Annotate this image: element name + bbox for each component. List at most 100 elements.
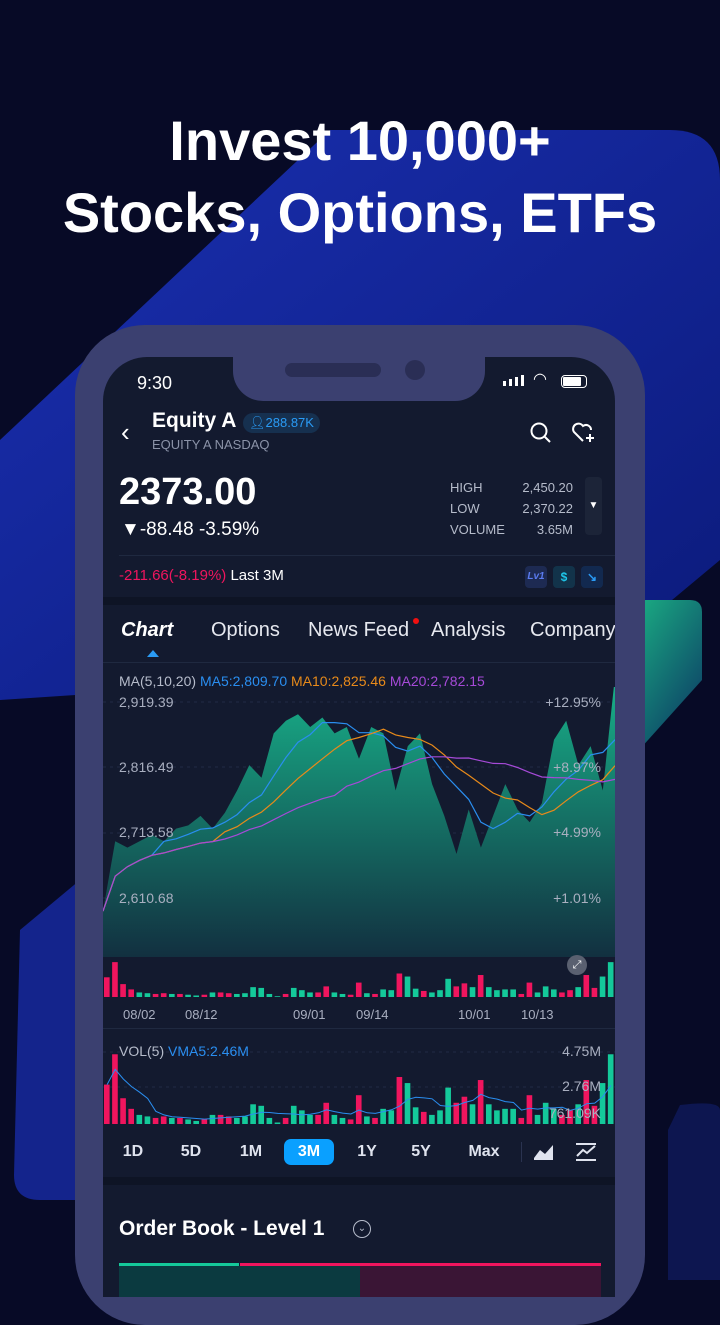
tab-news-feed[interactable]: News Feed <box>308 619 410 641</box>
volume-bar-mini <box>355 982 362 997</box>
volume-bar <box>437 1110 443 1124</box>
period-1d[interactable]: 1D <box>122 1143 144 1160</box>
tab-chart[interactable]: Chart <box>121 619 174 641</box>
expand-stats-button[interactable]: ▼ <box>585 477 602 535</box>
volume-bar-mini <box>290 987 297 997</box>
order-book-title: Order Book - Level 1 <box>119 1217 325 1240</box>
period-1m[interactable]: 1M <box>239 1143 263 1160</box>
volume-bar <box>299 1110 305 1124</box>
volume-legend: VOL(5) VMA5:2.46M <box>119 1043 249 1059</box>
tab-company[interactable]: Company <box>530 619 615 641</box>
volume-bar <box>160 1116 167 1124</box>
vol-y-label: 761.09K <box>548 1105 601 1121</box>
stats-values: 2,450.20 2,370.22 3.65M <box>509 477 573 540</box>
date-label: 10/13 <box>521 1007 554 1022</box>
wifi-icon: ◠ <box>533 371 547 388</box>
period-5y[interactable]: 5Y <box>411 1143 431 1160</box>
active-tab-indicator <box>147 650 159 657</box>
volume-bar <box>152 1117 159 1124</box>
level1-button[interactable]: Lv1 <box>525 566 547 588</box>
bid-row <box>119 1266 360 1297</box>
volume-bar-mini <box>388 990 395 997</box>
volume-bar-mini <box>185 994 191 997</box>
price-chart[interactable] <box>103 687 615 1002</box>
date-label: 08/02 <box>123 1007 156 1022</box>
y-label: 2,919.39 <box>119 694 174 710</box>
trend-down-icon[interactable]: ↘ <box>581 566 603 588</box>
vol-y-label: 2.76M <box>562 1078 601 1094</box>
dollar-button[interactable]: $ <box>553 566 575 588</box>
volume-bar-mini <box>364 993 370 997</box>
date-label: 10/01 <box>458 1007 491 1022</box>
y-label: 2,713.58 <box>119 824 174 840</box>
volume-bar-mini <box>193 995 200 997</box>
period-max[interactable]: Max <box>468 1143 500 1160</box>
chevron-down-icon[interactable]: ⌄ <box>353 1220 371 1238</box>
period-change: -211.66(-8.19%) Last 3M <box>119 567 284 584</box>
volume-bar-mini <box>331 992 338 997</box>
volume-bar <box>461 1096 468 1124</box>
high-value: 2,450.20 <box>522 480 573 495</box>
volume-bar <box>177 1117 183 1124</box>
volume-bar <box>445 1087 451 1124</box>
ma10-value: MA10:2,825.46 <box>291 673 386 689</box>
volume-bar <box>315 1114 321 1124</box>
tab-analysis[interactable]: Analysis <box>431 619 506 641</box>
volume-bar-mini <box>477 975 484 997</box>
volume-bar-mini <box>404 976 411 997</box>
volume-chart[interactable] <box>103 1040 615 1125</box>
volume-bar-mini <box>445 978 451 997</box>
period-3m[interactable]: 3M <box>284 1139 334 1165</box>
divider <box>103 1028 615 1029</box>
vma-value: VMA5:2.46M <box>168 1043 249 1059</box>
back-icon[interactable]: ‹ <box>121 417 130 447</box>
volume-bar-mini <box>518 993 525 997</box>
volume-label: VOLUME <box>450 522 505 537</box>
volume-bar <box>201 1119 208 1124</box>
volume-bar-mini <box>242 993 248 997</box>
volume-bar-mini <box>347 994 354 997</box>
period-5d[interactable]: 5D <box>180 1143 202 1160</box>
volume-bar <box>510 1108 516 1124</box>
volume-bar-mini <box>396 973 403 997</box>
volume-bar-mini <box>559 992 565 997</box>
fullscreen-icon[interactable]: ⤢ <box>567 955 587 975</box>
vol-label: VOL(5) <box>119 1043 165 1059</box>
volume-bar <box>469 1104 476 1124</box>
volume-bar <box>485 1104 492 1124</box>
volume-bar-mini <box>307 992 313 997</box>
volume-bar <box>234 1117 240 1124</box>
ma-legend: MA(5,10,20) MA5:2,809.70 MA10:2,825.46 M… <box>119 673 485 689</box>
volume-bar <box>591 1105 598 1124</box>
tab-options[interactable]: Options <box>211 619 280 641</box>
period-1y[interactable]: 1Y <box>357 1143 377 1160</box>
volume-bar-mini <box>299 990 305 997</box>
volume-bar <box>282 1117 289 1124</box>
change-value: -88.48 <box>139 519 194 540</box>
volume-bar <box>583 1080 590 1124</box>
volume-bar-mini <box>169 993 175 997</box>
volume-bar <box>607 1054 614 1124</box>
price-area <box>103 687 615 957</box>
volume-bar-mini <box>201 994 208 997</box>
volume-bar-mini <box>485 987 492 997</box>
volume-bar <box>347 1119 354 1124</box>
pct-label: +1.01% <box>553 890 601 906</box>
section-gap <box>103 597 615 605</box>
headline: Invest 10,000+ Stocks, Options, ETFs <box>0 105 720 249</box>
headline-line-1: Invest 10,000+ <box>169 109 551 172</box>
pct-label: +4.99% <box>553 824 601 840</box>
volume-bar-mini <box>372 993 378 997</box>
volume-bar <box>104 1084 110 1124</box>
heart-plus-icon[interactable] <box>571 421 597 445</box>
indicator-icon[interactable] <box>575 1142 597 1162</box>
volume-bar-mini <box>274 996 281 997</box>
app-screen: 9:30 ◠ ‹ Equity A 👤︎288.87K EQUITY A NAS… <box>103 357 615 1297</box>
volume-bar <box>420 1111 427 1124</box>
volume-bar <box>144 1116 151 1124</box>
chart-type-icon[interactable] <box>533 1142 555 1162</box>
search-icon[interactable] <box>529 421 553 445</box>
bid-ratio-bar <box>119 1263 239 1266</box>
volume-bar-mini <box>266 993 273 997</box>
volume-bar-mini <box>575 987 581 997</box>
